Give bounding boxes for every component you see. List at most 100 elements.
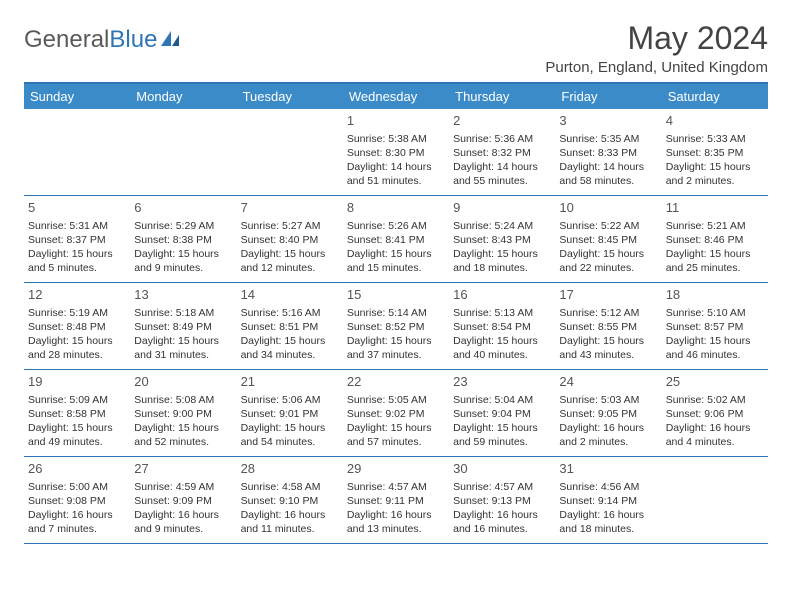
logo-sail-icon xyxy=(161,26,183,54)
sunset-text: Sunset: 8:49 PM xyxy=(134,320,232,334)
daylight-text: Daylight: 15 hours and 46 minutes. xyxy=(666,334,764,362)
title-block: May 2024 Purton, England, United Kingdom xyxy=(545,20,768,76)
day-cell: 23Sunrise: 5:04 AMSunset: 9:04 PMDayligh… xyxy=(449,370,555,456)
day-number: 19 xyxy=(28,373,126,391)
sunset-text: Sunset: 9:13 PM xyxy=(453,494,551,508)
sunrise-text: Sunrise: 5:09 AM xyxy=(28,393,126,407)
header: GeneralBlue May 2024 Purton, England, Un… xyxy=(24,20,768,76)
location-text: Purton, England, United Kingdom xyxy=(545,59,768,76)
day-number: 27 xyxy=(134,460,232,478)
day-number: 23 xyxy=(453,373,551,391)
day-number: 13 xyxy=(134,286,232,304)
sunset-text: Sunset: 8:52 PM xyxy=(347,320,445,334)
day-number: 15 xyxy=(347,286,445,304)
sunset-text: Sunset: 8:33 PM xyxy=(559,146,657,160)
day-number: 7 xyxy=(241,199,339,217)
logo-text-2: Blue xyxy=(109,26,157,54)
sunset-text: Sunset: 9:00 PM xyxy=(134,407,232,421)
sunrise-text: Sunrise: 5:33 AM xyxy=(666,132,764,146)
day-number: 20 xyxy=(134,373,232,391)
daylight-text: Daylight: 15 hours and 22 minutes. xyxy=(559,247,657,275)
day-number: 24 xyxy=(559,373,657,391)
calendar: Sunday Monday Tuesday Wednesday Thursday… xyxy=(24,82,768,544)
daylight-text: Daylight: 15 hours and 34 minutes. xyxy=(241,334,339,362)
sunrise-text: Sunrise: 5:22 AM xyxy=(559,219,657,233)
day-number: 12 xyxy=(28,286,126,304)
daylight-text: Daylight: 15 hours and 25 minutes. xyxy=(666,247,764,275)
day-number: 25 xyxy=(666,373,764,391)
sunset-text: Sunset: 8:48 PM xyxy=(28,320,126,334)
day-number: 29 xyxy=(347,460,445,478)
day-number: 30 xyxy=(453,460,551,478)
day-number: 4 xyxy=(666,112,764,130)
sunrise-text: Sunrise: 5:31 AM xyxy=(28,219,126,233)
sunrise-text: Sunrise: 5:21 AM xyxy=(666,219,764,233)
sunrise-text: Sunrise: 4:57 AM xyxy=(453,480,551,494)
day-cell: 21Sunrise: 5:06 AMSunset: 9:01 PMDayligh… xyxy=(237,370,343,456)
day-header-thu: Thursday xyxy=(449,84,555,109)
day-cell: 26Sunrise: 5:00 AMSunset: 9:08 PMDayligh… xyxy=(24,457,130,543)
sunset-text: Sunset: 8:55 PM xyxy=(559,320,657,334)
daylight-text: Daylight: 16 hours and 4 minutes. xyxy=(666,421,764,449)
day-cell: 8Sunrise: 5:26 AMSunset: 8:41 PMDaylight… xyxy=(343,196,449,282)
daylight-text: Daylight: 16 hours and 9 minutes. xyxy=(134,508,232,536)
day-number: 10 xyxy=(559,199,657,217)
day-number: 21 xyxy=(241,373,339,391)
sunrise-text: Sunrise: 5:12 AM xyxy=(559,306,657,320)
daylight-text: Daylight: 15 hours and 59 minutes. xyxy=(453,421,551,449)
week-row: 1Sunrise: 5:38 AMSunset: 8:30 PMDaylight… xyxy=(24,109,768,196)
sunrise-text: Sunrise: 5:00 AM xyxy=(28,480,126,494)
day-number: 6 xyxy=(134,199,232,217)
day-number: 22 xyxy=(347,373,445,391)
daylight-text: Daylight: 16 hours and 7 minutes. xyxy=(28,508,126,536)
day-cell: 20Sunrise: 5:08 AMSunset: 9:00 PMDayligh… xyxy=(130,370,236,456)
sunset-text: Sunset: 8:38 PM xyxy=(134,233,232,247)
day-number: 11 xyxy=(666,199,764,217)
sunset-text: Sunset: 9:01 PM xyxy=(241,407,339,421)
sunset-text: Sunset: 9:14 PM xyxy=(559,494,657,508)
day-header-row: Sunday Monday Tuesday Wednesday Thursday… xyxy=(24,84,768,109)
sunrise-text: Sunrise: 5:38 AM xyxy=(347,132,445,146)
day-number: 18 xyxy=(666,286,764,304)
day-cell: 29Sunrise: 4:57 AMSunset: 9:11 PMDayligh… xyxy=(343,457,449,543)
sunset-text: Sunset: 8:45 PM xyxy=(559,233,657,247)
day-header-sun: Sunday xyxy=(24,84,130,109)
day-number: 14 xyxy=(241,286,339,304)
empty-cell xyxy=(662,457,768,543)
sunset-text: Sunset: 8:43 PM xyxy=(453,233,551,247)
day-cell: 16Sunrise: 5:13 AMSunset: 8:54 PMDayligh… xyxy=(449,283,555,369)
daylight-text: Daylight: 15 hours and 9 minutes. xyxy=(134,247,232,275)
day-cell: 19Sunrise: 5:09 AMSunset: 8:58 PMDayligh… xyxy=(24,370,130,456)
week-row: 5Sunrise: 5:31 AMSunset: 8:37 PMDaylight… xyxy=(24,196,768,283)
daylight-text: Daylight: 14 hours and 51 minutes. xyxy=(347,160,445,188)
sunrise-text: Sunrise: 5:27 AM xyxy=(241,219,339,233)
day-cell: 5Sunrise: 5:31 AMSunset: 8:37 PMDaylight… xyxy=(24,196,130,282)
logo: GeneralBlue xyxy=(24,20,183,54)
weeks-container: 1Sunrise: 5:38 AMSunset: 8:30 PMDaylight… xyxy=(24,109,768,544)
sunrise-text: Sunrise: 5:13 AM xyxy=(453,306,551,320)
sunrise-text: Sunrise: 5:35 AM xyxy=(559,132,657,146)
day-number: 8 xyxy=(347,199,445,217)
day-cell: 17Sunrise: 5:12 AMSunset: 8:55 PMDayligh… xyxy=(555,283,661,369)
sunset-text: Sunset: 8:32 PM xyxy=(453,146,551,160)
day-number: 1 xyxy=(347,112,445,130)
sunset-text: Sunset: 9:10 PM xyxy=(241,494,339,508)
empty-cell xyxy=(24,109,130,195)
day-cell: 3Sunrise: 5:35 AMSunset: 8:33 PMDaylight… xyxy=(555,109,661,195)
day-number: 26 xyxy=(28,460,126,478)
day-cell: 2Sunrise: 5:36 AMSunset: 8:32 PMDaylight… xyxy=(449,109,555,195)
day-number: 16 xyxy=(453,286,551,304)
sunrise-text: Sunrise: 5:06 AM xyxy=(241,393,339,407)
day-cell: 31Sunrise: 4:56 AMSunset: 9:14 PMDayligh… xyxy=(555,457,661,543)
daylight-text: Daylight: 15 hours and 5 minutes. xyxy=(28,247,126,275)
sunrise-text: Sunrise: 4:57 AM xyxy=(347,480,445,494)
daylight-text: Daylight: 15 hours and 2 minutes. xyxy=(666,160,764,188)
day-cell: 22Sunrise: 5:05 AMSunset: 9:02 PMDayligh… xyxy=(343,370,449,456)
daylight-text: Daylight: 15 hours and 31 minutes. xyxy=(134,334,232,362)
sunrise-text: Sunrise: 5:18 AM xyxy=(134,306,232,320)
day-cell: 12Sunrise: 5:19 AMSunset: 8:48 PMDayligh… xyxy=(24,283,130,369)
daylight-text: Daylight: 16 hours and 2 minutes. xyxy=(559,421,657,449)
sunset-text: Sunset: 8:54 PM xyxy=(453,320,551,334)
daylight-text: Daylight: 15 hours and 12 minutes. xyxy=(241,247,339,275)
daylight-text: Daylight: 15 hours and 37 minutes. xyxy=(347,334,445,362)
